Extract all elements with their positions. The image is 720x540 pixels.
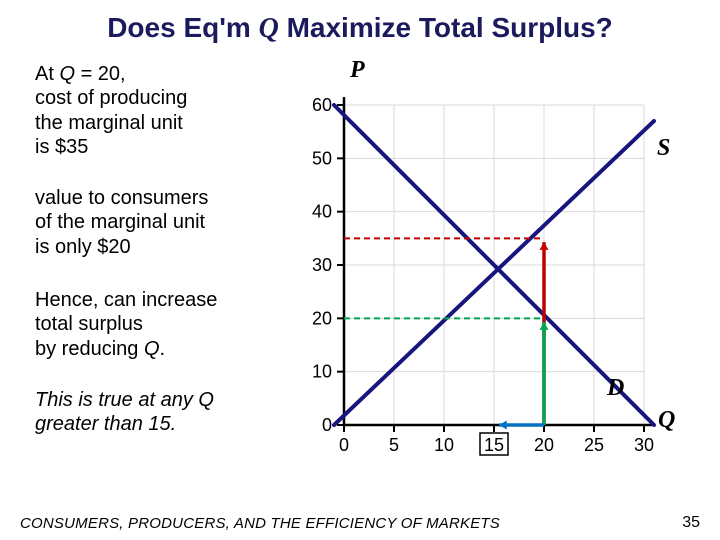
p1-l3: the marginal unit — [35, 112, 183, 134]
svg-text:0: 0 — [339, 435, 349, 455]
paragraph-2: value to consumers of the marginal unit … — [35, 186, 208, 259]
p1-l1a: At — [35, 63, 59, 85]
p1-l4: is $35 — [35, 136, 88, 158]
svg-text:10: 10 — [434, 435, 454, 455]
p1-l1b: = 20, — [75, 63, 126, 85]
p2-l3: is only $20 — [35, 236, 131, 258]
svg-text:30: 30 — [634, 435, 654, 455]
paragraph-3: Hence, can increase total surplus by red… — [35, 288, 217, 361]
axis-label-q: Q — [658, 407, 675, 434]
svg-text:25: 25 — [584, 435, 604, 455]
p3-l3q: Q — [144, 338, 160, 360]
p1-l2: cost of producing — [35, 87, 187, 109]
p4-l1: This is true at any Q — [35, 389, 214, 411]
curve-label-supply: S — [657, 135, 670, 162]
paragraph-1: At Q = 20, cost of producing the margina… — [35, 62, 187, 160]
svg-text:50: 50 — [312, 148, 332, 168]
paragraph-4: This is true at any Q greater than 15. — [35, 388, 214, 437]
p3-l3b: . — [160, 338, 166, 360]
svg-text:20: 20 — [312, 308, 332, 328]
title-part-a: Does Eq'm — [107, 12, 258, 43]
slide-number: 35 — [682, 514, 700, 532]
supply-demand-chart: 0510152025300102030405060 P Q S D — [282, 75, 702, 465]
title-part-b: Maximize Total Surplus? — [279, 12, 613, 43]
footer-text: CONSUMERS, PRODUCERS, AND THE EFFICIENCY… — [20, 515, 500, 532]
svg-text:40: 40 — [312, 202, 332, 222]
chart-svg: 0 5 10 15 20 25 30 0 10 20 30 40 50 60 — [282, 75, 702, 465]
p4-l2: greater than 15. — [35, 413, 176, 435]
p3-l1: Hence, can increase — [35, 289, 217, 311]
p3-l3a: by reducing — [35, 338, 144, 360]
p1-l1q: Q — [59, 63, 75, 85]
svg-text:5: 5 — [389, 435, 399, 455]
axis-label-p: P — [350, 57, 365, 84]
p3-l2: total surplus — [35, 313, 143, 335]
p2-l2: of the marginal unit — [35, 211, 205, 233]
svg-text:15: 15 — [484, 435, 504, 455]
title-part-q: Q — [259, 13, 279, 44]
svg-text:20: 20 — [534, 435, 554, 455]
svg-text:60: 60 — [312, 95, 332, 115]
svg-text:10: 10 — [312, 362, 332, 382]
curve-label-demand: D — [607, 375, 624, 402]
p2-l1: value to consumers — [35, 187, 208, 209]
slide-title: Does Eq'm Q Maximize Total Surplus? — [0, 12, 720, 45]
svg-text:0: 0 — [322, 415, 332, 435]
svg-text:30: 30 — [312, 255, 332, 275]
